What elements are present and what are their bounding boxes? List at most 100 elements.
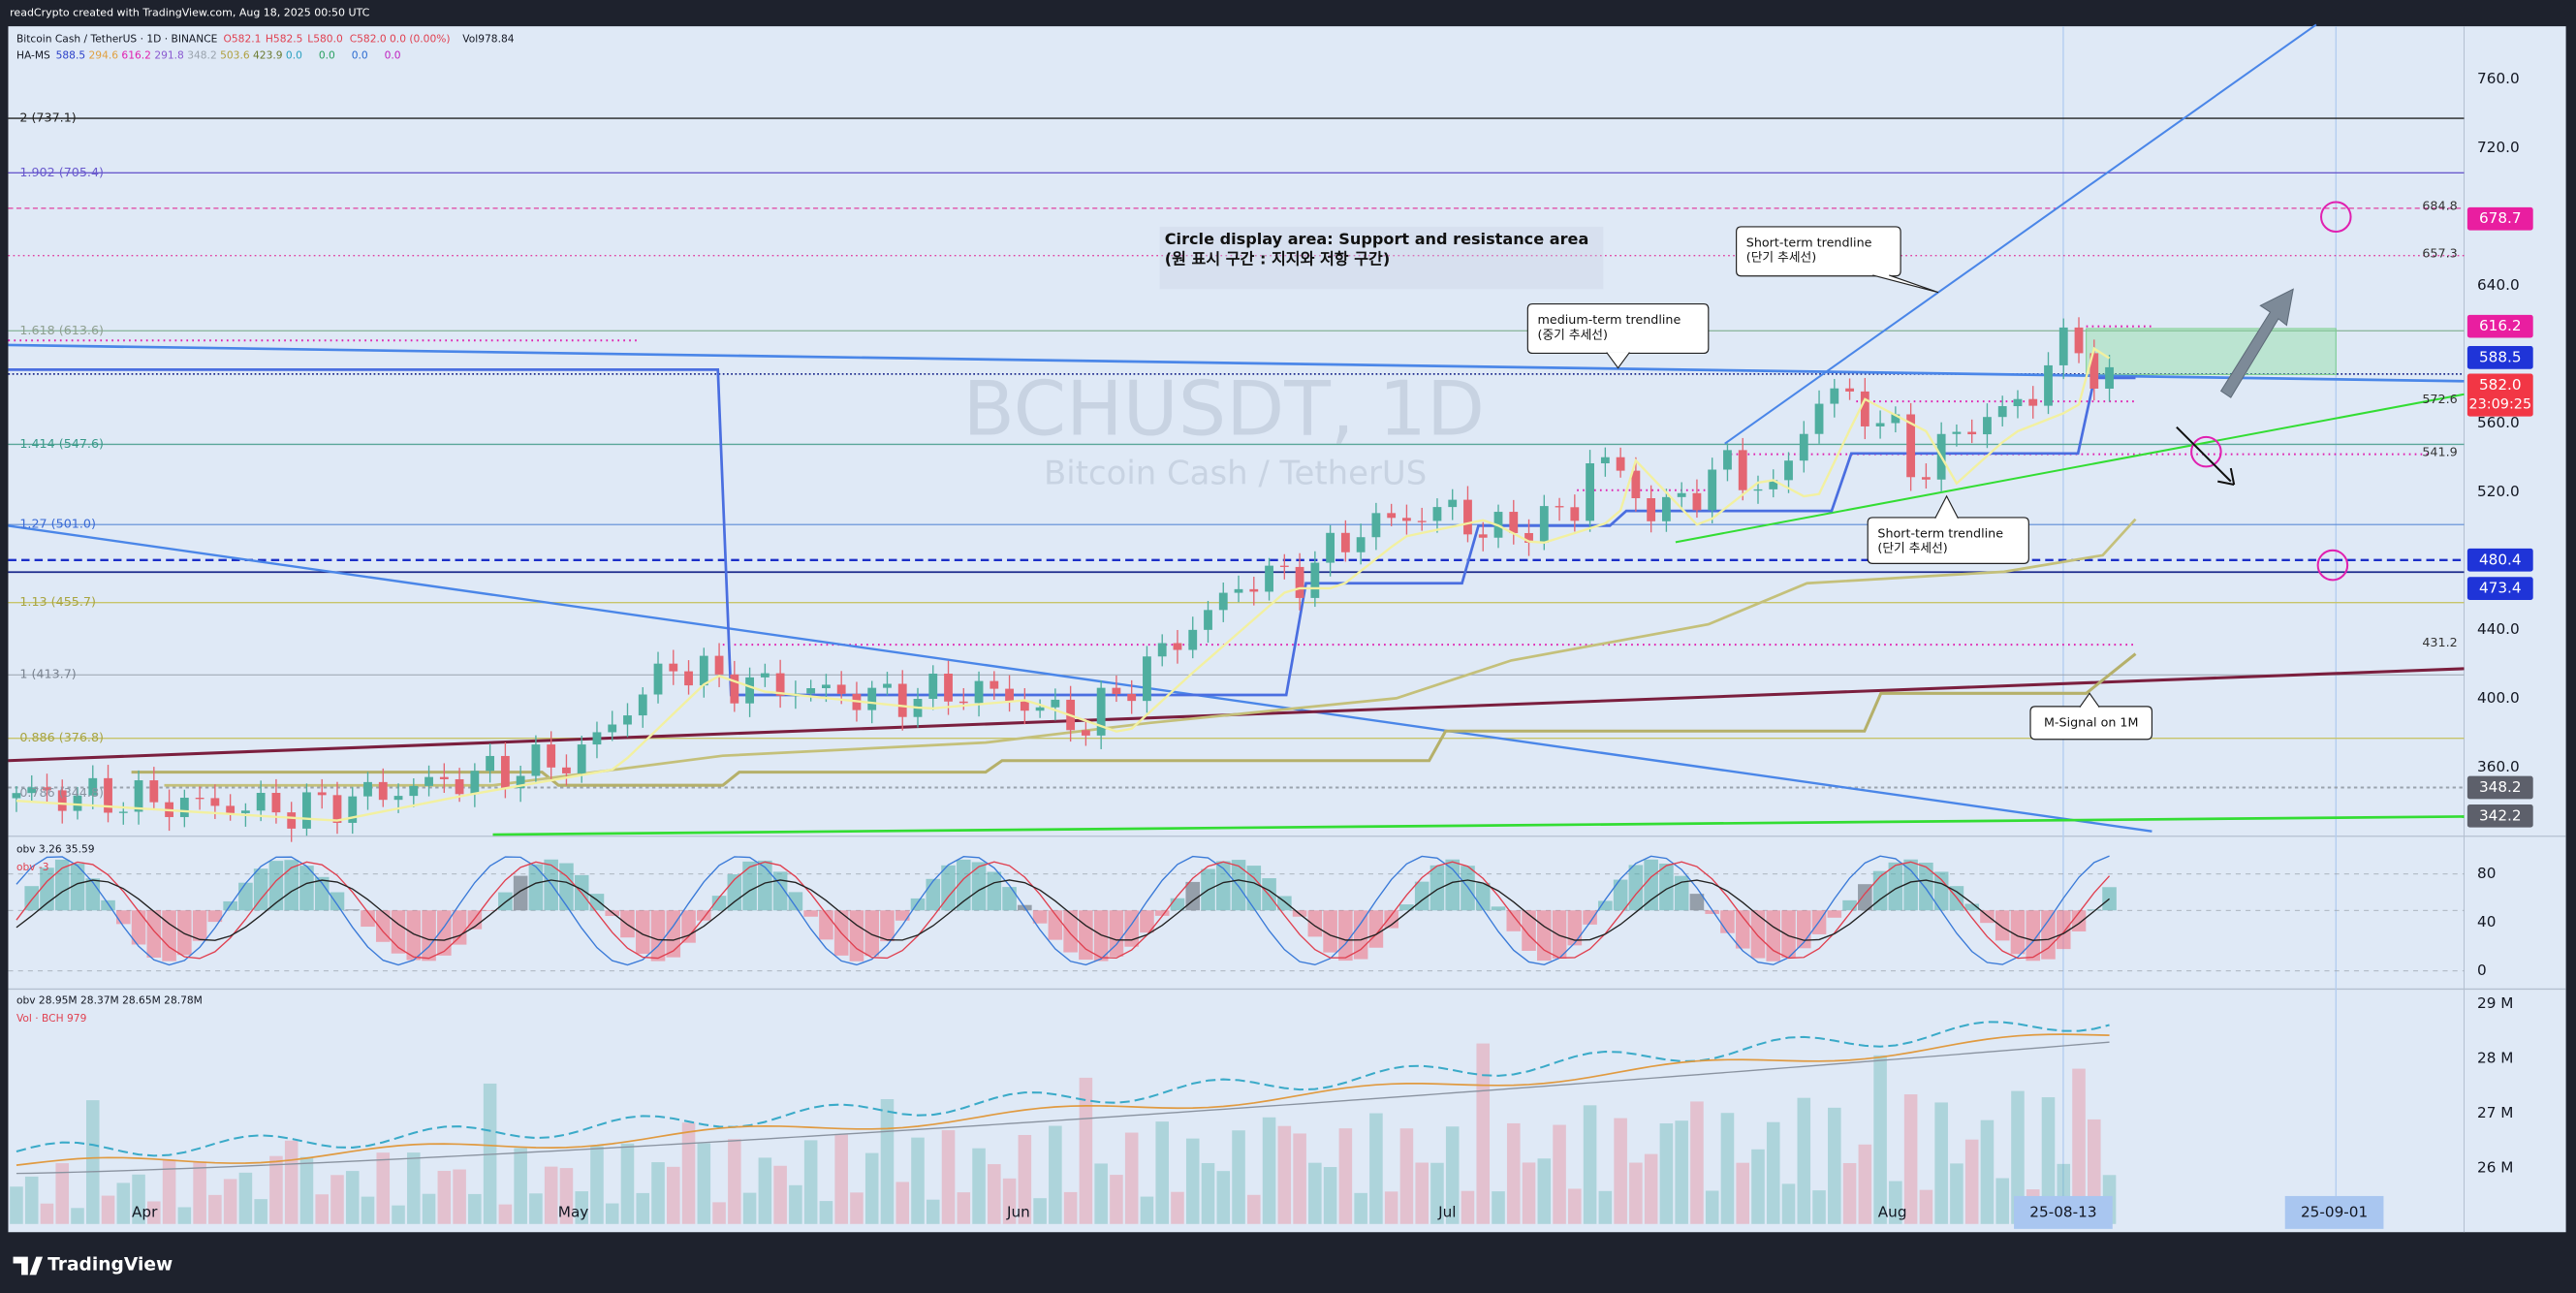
volume-bar xyxy=(712,1202,726,1224)
callout-tail xyxy=(1606,352,1630,369)
oscillator-bar xyxy=(1964,903,1979,911)
fib-label: 0.786 (344.8) xyxy=(19,785,104,800)
oscillator-bar xyxy=(666,910,681,958)
candle-body xyxy=(1127,693,1137,702)
fib-label: 1.27 (501.0) xyxy=(19,517,96,531)
oscillator-bar xyxy=(1613,879,1628,911)
candle-body xyxy=(653,663,663,695)
candle-body xyxy=(256,793,266,811)
moving-average xyxy=(16,346,2111,822)
candle-body xyxy=(623,715,632,725)
candle-body xyxy=(88,777,98,796)
volume-bar xyxy=(1964,1139,1979,1224)
volume-bar xyxy=(1751,1149,1765,1224)
oscillator-bar xyxy=(1720,910,1735,933)
candle-body xyxy=(1769,480,1778,489)
volume-bar xyxy=(972,1148,986,1224)
volume-bar xyxy=(1553,1124,1566,1224)
oscillator-line xyxy=(16,855,2110,966)
candle-body xyxy=(12,793,21,799)
volume-bar xyxy=(1614,1118,1627,1224)
price-badge xyxy=(2466,206,2533,231)
volume-bar xyxy=(559,1168,574,1224)
candle-body xyxy=(271,793,281,813)
volume-bar xyxy=(55,1163,70,1224)
volume-bar xyxy=(1384,1191,1398,1224)
volume-bar xyxy=(1781,1183,1796,1224)
candle-body xyxy=(1188,629,1198,650)
price-tick-label: 440.0 xyxy=(2477,620,2520,638)
level-label: 684.8 xyxy=(2422,199,2457,213)
volume-bar xyxy=(193,1161,206,1224)
candle-body xyxy=(393,796,403,801)
annotation: M-Signal on 1M xyxy=(2044,714,2139,729)
volume-tick-label: 27 M xyxy=(2477,1104,2513,1121)
candle-body xyxy=(531,744,541,776)
oscillator-bar xyxy=(1185,881,1201,911)
candle-body xyxy=(760,673,770,678)
oscillator-bar xyxy=(1140,910,1154,933)
oscillator-bar xyxy=(375,910,391,942)
volume-bar xyxy=(177,1207,192,1224)
candle-body xyxy=(1860,391,1869,426)
candle-body xyxy=(1340,532,1350,552)
candle-body xyxy=(43,787,51,791)
volume-bar xyxy=(24,1176,39,1224)
level-label: 431.2 xyxy=(2422,635,2457,649)
oscillator-bar xyxy=(1154,910,1170,916)
oscillator-bar xyxy=(1705,910,1719,914)
candle-body xyxy=(302,792,311,829)
trendline xyxy=(1675,393,2465,544)
price-badge xyxy=(2466,775,2533,800)
volume-bar xyxy=(1644,1153,1658,1224)
volume-bar xyxy=(1858,1144,1872,1224)
volume-bar xyxy=(2011,1090,2025,1224)
oscillator-bar xyxy=(1063,910,1078,953)
fib-label: 1 (413.7) xyxy=(19,667,76,681)
oscillator-bar xyxy=(650,910,666,962)
volume-bar xyxy=(667,1166,680,1224)
oscillator-bar xyxy=(131,910,146,945)
candle-body xyxy=(1265,565,1273,592)
volume-bar xyxy=(2072,1068,2086,1224)
volume-bar xyxy=(926,1199,940,1224)
volume-bar xyxy=(284,1140,298,1224)
volume-bar xyxy=(1445,1126,1460,1224)
candle-body xyxy=(562,767,571,773)
oscillator-bar xyxy=(284,860,298,911)
candle-body xyxy=(1952,431,1962,434)
legend-value: 588.5 xyxy=(56,49,86,62)
candle-body xyxy=(409,785,419,797)
volume-tick-label: 28 M xyxy=(2477,1050,2513,1067)
sr-circle xyxy=(2316,549,2349,582)
volume-bar xyxy=(1492,1191,1505,1224)
oscillator-bar xyxy=(1109,910,1124,957)
oscillator-bar xyxy=(2102,887,2117,911)
oscillator-bar xyxy=(711,896,727,911)
candle-body xyxy=(363,781,372,797)
candle-body xyxy=(57,790,67,811)
volume-bar xyxy=(988,1164,1001,1224)
price-tick-label: 520.0 xyxy=(2477,483,2520,500)
price-badge-label: 480.4 xyxy=(2479,551,2522,568)
candle-body xyxy=(1035,707,1045,711)
candle-body xyxy=(730,674,739,704)
price-tick-label: 640.0 xyxy=(2477,276,2520,294)
volume-bar xyxy=(1277,1125,1292,1224)
volume-bar xyxy=(1018,1134,1032,1224)
candle-body xyxy=(577,744,586,773)
volume-bar xyxy=(1583,1105,1597,1224)
oscillator-bar xyxy=(2026,910,2041,962)
volume-bar xyxy=(345,1171,360,1224)
candle-body xyxy=(1463,499,1472,535)
oscillator-bar xyxy=(1689,894,1705,911)
volume-bar xyxy=(1171,1191,1184,1224)
oscillator-bar xyxy=(1933,871,1949,911)
callout-box xyxy=(1867,517,2029,564)
oscillator-tick-label: 40 xyxy=(2477,913,2496,930)
candle-body xyxy=(455,778,464,795)
candle-body xyxy=(1218,592,1228,611)
volume-bar xyxy=(1399,1128,1414,1224)
volume-bar xyxy=(1537,1158,1552,1224)
